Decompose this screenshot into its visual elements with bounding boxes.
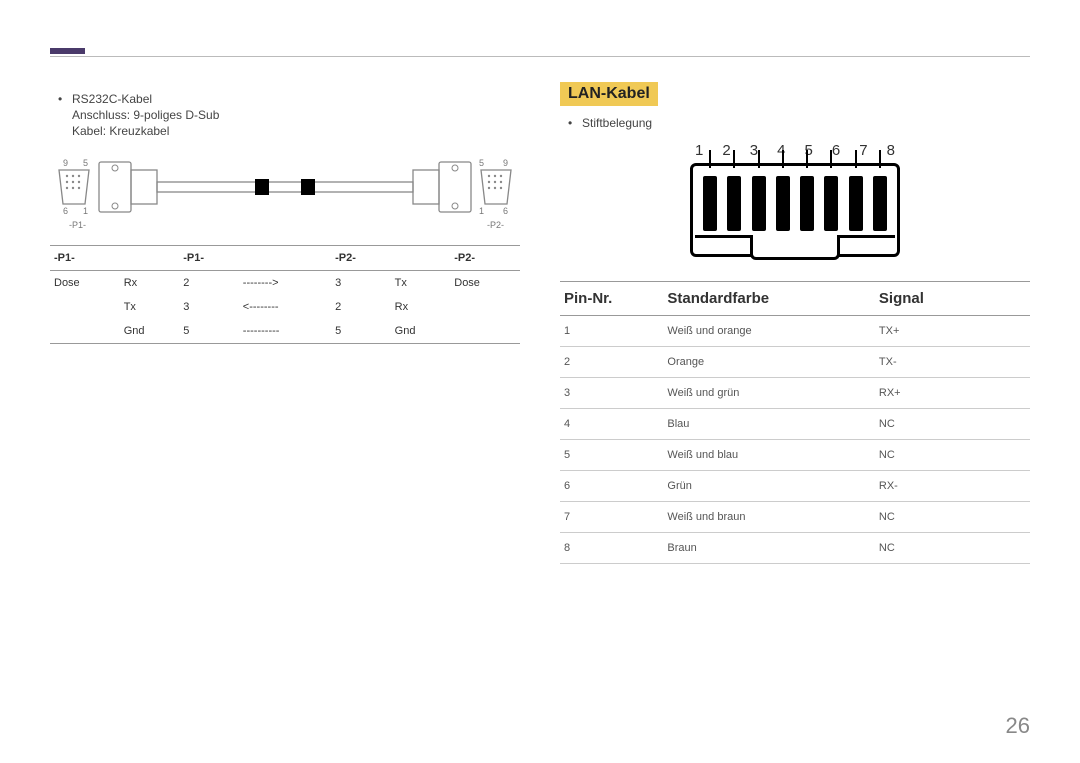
table-cell: 6 bbox=[560, 471, 663, 502]
pin-num: 6 bbox=[832, 142, 840, 159]
rj45-pin bbox=[776, 176, 790, 231]
table-cell: 1 bbox=[560, 316, 663, 347]
rs232-title: RS232C-Kabel bbox=[50, 92, 520, 106]
page-number: 26 bbox=[1006, 713, 1030, 739]
table-cell: NC bbox=[875, 533, 1030, 564]
th bbox=[120, 246, 180, 271]
pin-num: 1 bbox=[695, 142, 703, 159]
pin-num: 8 bbox=[887, 142, 895, 159]
table-cell: Blau bbox=[663, 409, 875, 440]
th: -P2- bbox=[331, 246, 391, 271]
th-color: Standardfarbe bbox=[663, 282, 875, 316]
table-cell: 7 bbox=[560, 502, 663, 533]
table-cell: 4 bbox=[560, 409, 663, 440]
page-content: RS232C-Kabel Anschluss: 9-poliges D-Sub … bbox=[0, 0, 1080, 594]
table-cell: TX- bbox=[875, 347, 1030, 378]
table-row: 5Weiß und blauNC bbox=[560, 440, 1030, 471]
rj45-pin-numbers: 1 2 3 4 5 6 7 8 bbox=[695, 142, 895, 159]
table-cell: Orange bbox=[663, 347, 875, 378]
lan-section: LAN-Kabel Stiftbelegung 1 2 3 4 5 6 7 8 bbox=[560, 82, 1030, 564]
table-cell: TX+ bbox=[875, 316, 1030, 347]
conn-num: 5 bbox=[83, 158, 88, 168]
rs232-tbody: Dose Rx 2 --------> 3 Tx Dose Tx 3 <----… bbox=[50, 271, 520, 344]
table-cell: RX- bbox=[875, 471, 1030, 502]
table-cell: Weiß und grün bbox=[663, 378, 875, 409]
rj45-pin bbox=[800, 176, 814, 231]
conn-num: 6 bbox=[63, 206, 68, 216]
table-row: Tx 3 <-------- 2 Rx bbox=[50, 295, 520, 319]
rs232-pinout-table: -P1- -P1- -P2- -P2- Dose Rx 2 --------> … bbox=[50, 245, 520, 344]
conn-num: 5 bbox=[479, 158, 484, 168]
lan-pinout-table: Pin-Nr. Standardfarbe Signal 1Weiß und o… bbox=[560, 281, 1030, 564]
rj45-pin bbox=[824, 176, 838, 231]
th: -P1- bbox=[179, 246, 239, 271]
p2-label-diagram: -P2- bbox=[487, 220, 504, 230]
conn-num: 6 bbox=[503, 206, 508, 216]
table-cell: 5 bbox=[560, 440, 663, 471]
table-cell: 2 bbox=[560, 347, 663, 378]
rj45-pin bbox=[873, 176, 887, 231]
table-cell: Weiß und braun bbox=[663, 502, 875, 533]
table-cell: Braun bbox=[663, 533, 875, 564]
conn-num: 1 bbox=[83, 206, 88, 216]
lan-tbody: 1Weiß und orangeTX+2OrangeTX-3Weiß und g… bbox=[560, 316, 1030, 564]
table-row: 1Weiß und orangeTX+ bbox=[560, 316, 1030, 347]
lan-bullet: Stiftbelegung bbox=[560, 116, 1030, 130]
table-row: Dose Rx 2 --------> 3 Tx Dose bbox=[50, 271, 520, 296]
conn-num: 1 bbox=[479, 206, 484, 216]
pin-num: 2 bbox=[722, 142, 730, 159]
th bbox=[239, 246, 331, 271]
th bbox=[391, 246, 451, 271]
rj45-pin bbox=[727, 176, 741, 231]
header-accent-bar bbox=[50, 48, 85, 54]
th: -P2- bbox=[450, 246, 520, 271]
conn-num: 9 bbox=[503, 158, 508, 168]
table-row: Gnd 5 ---------- 5 Gnd bbox=[50, 319, 520, 344]
rj45-pin bbox=[703, 176, 717, 231]
th: -P1- bbox=[50, 246, 120, 271]
table-row: 8BraunNC bbox=[560, 533, 1030, 564]
table-cell: Grün bbox=[663, 471, 875, 502]
table-row: 7Weiß und braunNC bbox=[560, 502, 1030, 533]
rj45-diagram: 1 2 3 4 5 6 7 8 bbox=[680, 142, 910, 257]
rs232-section: RS232C-Kabel Anschluss: 9-poliges D-Sub … bbox=[50, 90, 520, 564]
table-cell: NC bbox=[875, 409, 1030, 440]
table-row: 3Weiß und grünRX+ bbox=[560, 378, 1030, 409]
table-row: 2OrangeTX- bbox=[560, 347, 1030, 378]
conn-num: 9 bbox=[63, 158, 68, 168]
rs232-cable-diagram: 9 5 6 1 bbox=[50, 152, 520, 237]
table-cell: RX+ bbox=[875, 378, 1030, 409]
header-rule bbox=[50, 56, 1030, 57]
rs232-cable-type: Kabel: Kreuzkabel bbox=[50, 124, 520, 138]
rj45-pin bbox=[752, 176, 766, 231]
table-cell: NC bbox=[875, 440, 1030, 471]
table-cell: NC bbox=[875, 502, 1030, 533]
th-signal: Signal bbox=[875, 282, 1030, 316]
table-cell: Weiß und blau bbox=[663, 440, 875, 471]
rj45-clip bbox=[750, 238, 840, 260]
table-row: 6GrünRX- bbox=[560, 471, 1030, 502]
p1-label-diagram: -P1- bbox=[69, 220, 86, 230]
table-row: 4BlauNC bbox=[560, 409, 1030, 440]
table-cell: Weiß und orange bbox=[663, 316, 875, 347]
table-cell: 3 bbox=[560, 378, 663, 409]
lan-heading: LAN-Kabel bbox=[560, 82, 658, 106]
rj45-pin bbox=[849, 176, 863, 231]
pin-num: 7 bbox=[859, 142, 867, 159]
rj45-body bbox=[690, 163, 900, 257]
rs232-connector: Anschluss: 9-poliges D-Sub bbox=[50, 108, 520, 122]
th-pin: Pin-Nr. bbox=[560, 282, 663, 316]
table-cell: 8 bbox=[560, 533, 663, 564]
